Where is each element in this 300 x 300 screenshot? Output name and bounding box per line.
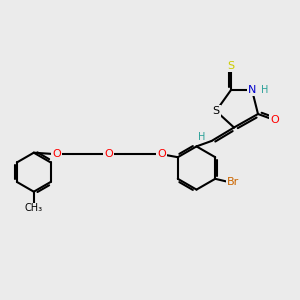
Text: Br: Br <box>227 177 239 187</box>
Text: H: H <box>261 85 268 95</box>
Text: O: O <box>104 149 113 159</box>
Text: N: N <box>248 85 256 95</box>
Text: S: S <box>227 61 235 71</box>
Text: O: O <box>52 149 61 159</box>
Text: O: O <box>270 115 279 125</box>
Text: S: S <box>212 106 220 116</box>
Text: CH₃: CH₃ <box>25 203 43 213</box>
Text: O: O <box>157 149 166 159</box>
Text: H: H <box>198 131 205 142</box>
